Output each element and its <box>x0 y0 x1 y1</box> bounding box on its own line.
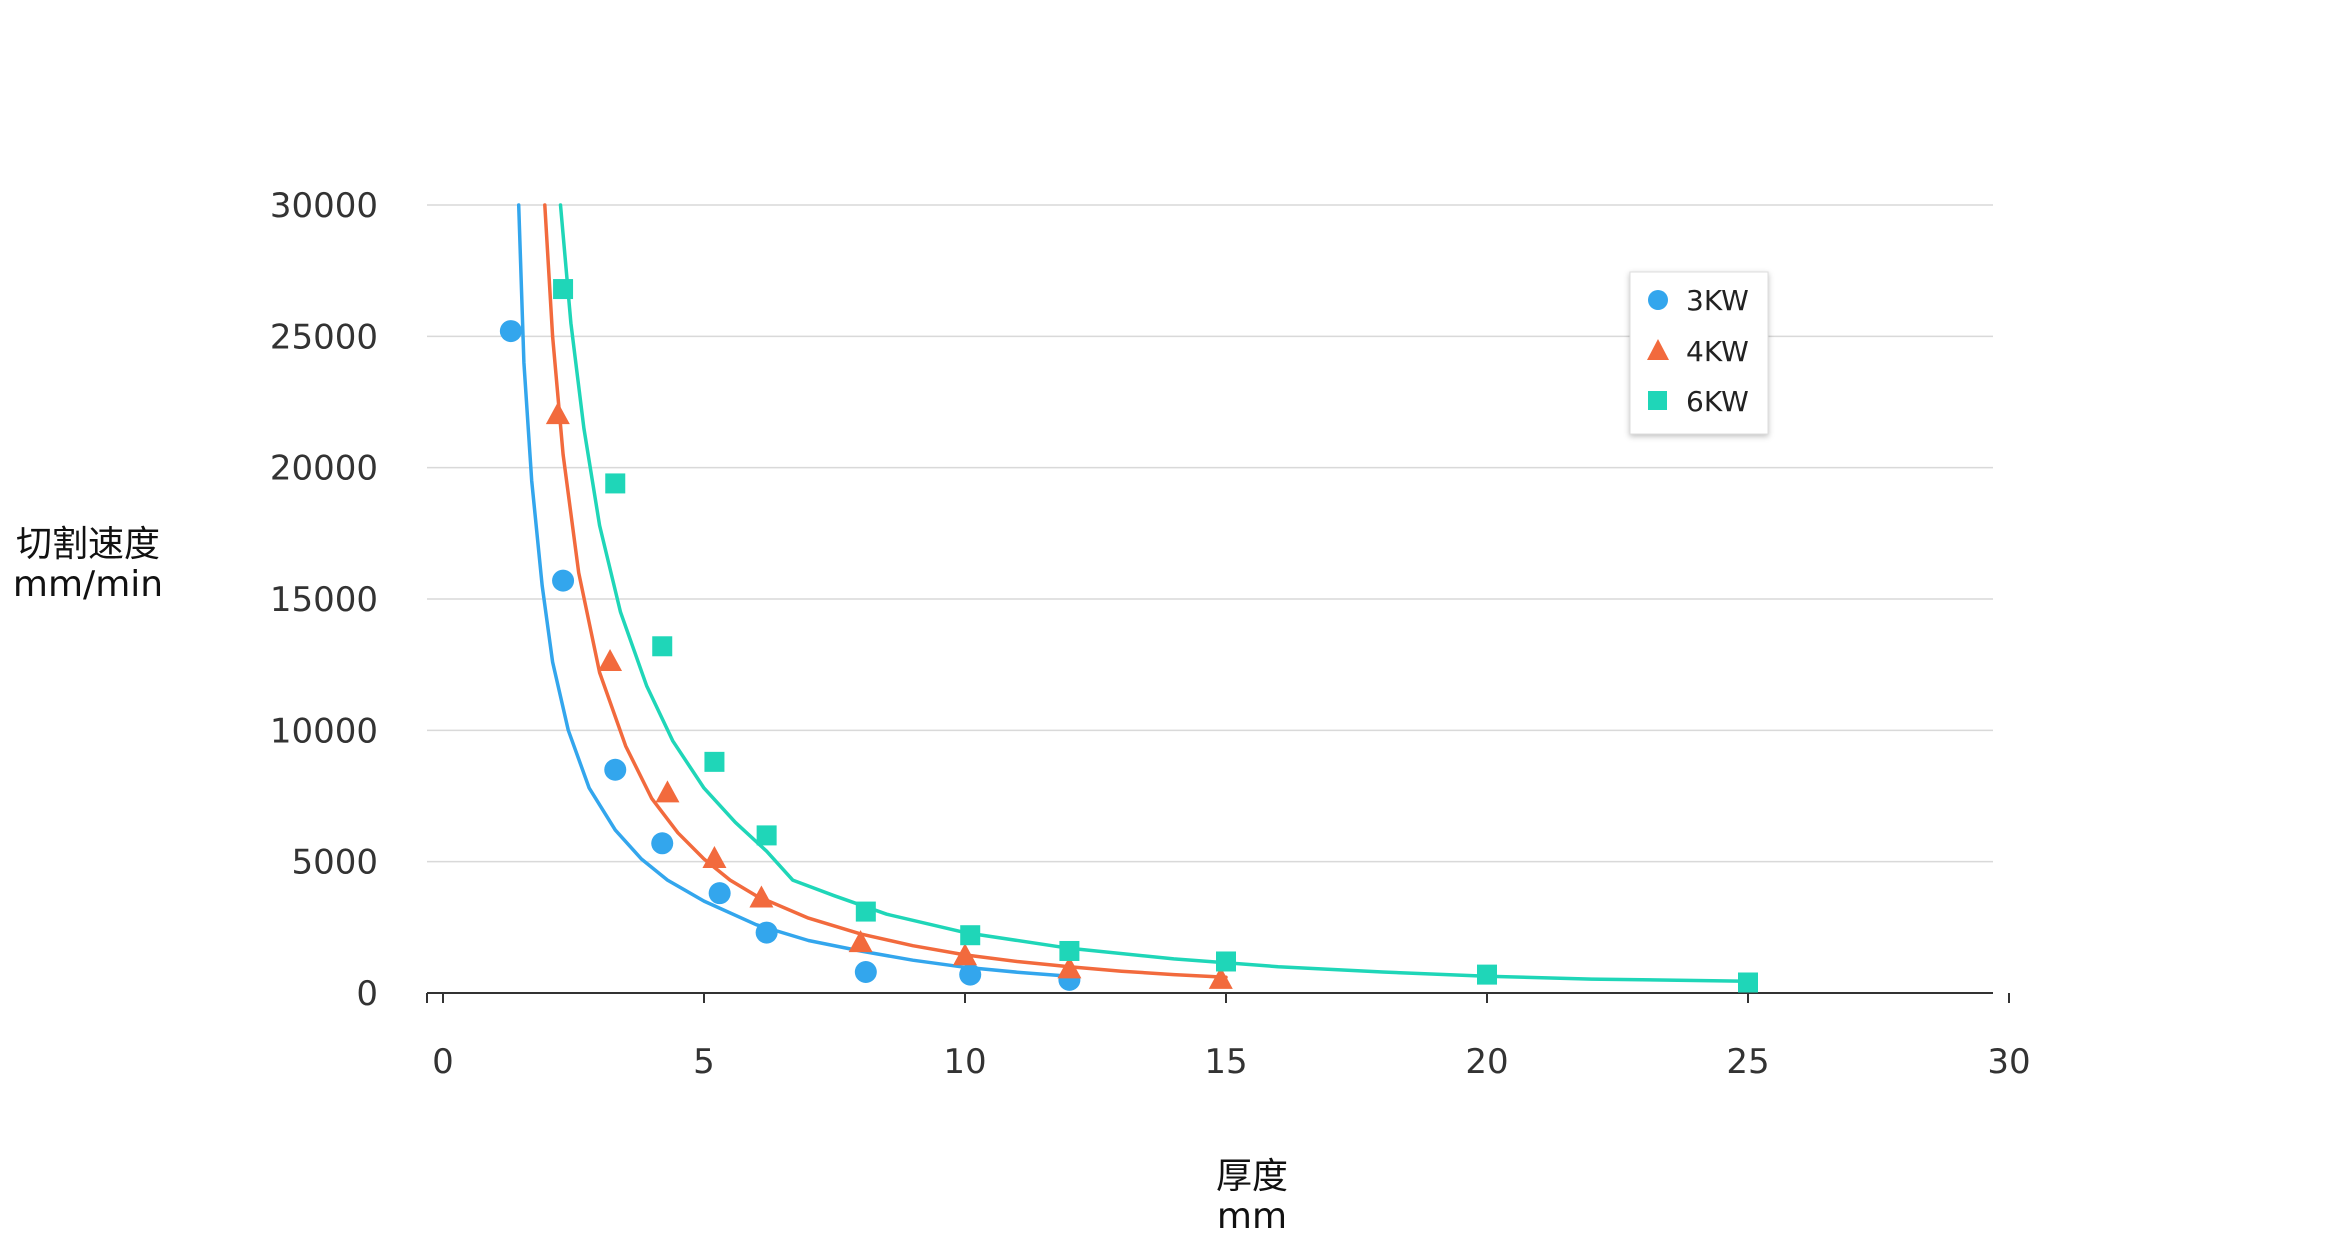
x-tick-label: 25 <box>1726 1042 1769 1082</box>
point-6kw <box>756 825 777 846</box>
point-3kw <box>552 569 575 592</box>
trend-line-3kw <box>516 203 1072 978</box>
point-6kw <box>855 901 876 922</box>
point-4kw <box>848 930 873 953</box>
point-4kw <box>953 943 977 966</box>
point-4kw <box>598 649 623 672</box>
legend-label: 3KW <box>1686 284 1749 317</box>
legend-square-icon <box>1648 391 1667 410</box>
point-3kw <box>708 882 731 905</box>
point-4kw <box>1208 966 1233 989</box>
point-6kw <box>960 925 981 946</box>
trend-line-6kw <box>558 203 1750 983</box>
y-tick-label: 25000 <box>270 317 378 357</box>
legend-label: 4KW <box>1686 335 1749 368</box>
legend-item-3kw[interactable]: 3KW <box>1648 284 1749 317</box>
y-tick-label: 0 <box>356 974 378 1014</box>
x-tick-label: 5 <box>693 1042 715 1082</box>
x-tick-label: 20 <box>1465 1042 1508 1082</box>
x-tick-label: 0 <box>432 1042 454 1082</box>
point-3kw <box>854 960 877 983</box>
data-points <box>499 279 1758 993</box>
trend-line-4kw <box>543 203 1228 979</box>
point-6kw <box>704 751 725 772</box>
point-6kw <box>652 636 673 657</box>
y-axis-title: 切割速度 mm/min <box>13 524 163 605</box>
point-3kw <box>499 320 522 343</box>
y-tick-label: 10000 <box>270 711 378 751</box>
x-tick-label: 30 <box>1987 1042 2030 1082</box>
legend-label: 6KW <box>1686 385 1749 418</box>
legend-triangle-icon <box>1647 339 1669 360</box>
x-axis-title-line1: 厚度 <box>1216 1156 1288 1197</box>
x-tick-label: 15 <box>1204 1042 1247 1082</box>
legend-item-6kw[interactable]: 6KW <box>1648 385 1749 418</box>
point-3kw <box>651 832 674 855</box>
tick-labels: 0 5000 10000 15000 20000 25000 30000 0 5 10 15 20 25… <box>270 186 2031 1082</box>
point-4kw <box>1057 956 1082 979</box>
point-6kw <box>553 279 574 300</box>
point-4kw <box>749 885 774 908</box>
y-axis-title-line1: 切割速度 <box>16 524 160 565</box>
x-axis-title: 厚度 mm <box>1216 1156 1288 1233</box>
x-tick-label: 10 <box>943 1042 986 1082</box>
point-4kw <box>655 780 680 803</box>
point-4kw <box>545 402 570 425</box>
legend: 3KW 4KW 6KW <box>1629 271 1769 435</box>
point-6kw <box>1738 972 1758 993</box>
y-tick-label: 20000 <box>270 449 378 489</box>
point-6kw <box>1216 951 1236 972</box>
y-tick-label: 5000 <box>291 843 378 883</box>
trend-lines <box>516 203 1750 983</box>
point-6kw <box>1477 964 1497 985</box>
grid-lines <box>427 204 1993 863</box>
point-6kw <box>1059 940 1080 961</box>
point-3kw <box>755 921 778 944</box>
legend-circle-icon <box>1648 290 1668 310</box>
point-3kw <box>959 963 982 986</box>
legend-item-4kw[interactable]: 4KW <box>1647 335 1749 368</box>
y-tick-label: 15000 <box>270 580 378 620</box>
y-tick-label: 30000 <box>270 186 378 226</box>
point-4kw <box>702 846 727 869</box>
point-6kw <box>605 473 626 494</box>
x-axis-title-line2: mm <box>1217 1196 1287 1233</box>
axes <box>426 992 2010 1003</box>
point-3kw <box>604 758 627 781</box>
y-axis-title-line2: mm/min <box>13 564 163 605</box>
